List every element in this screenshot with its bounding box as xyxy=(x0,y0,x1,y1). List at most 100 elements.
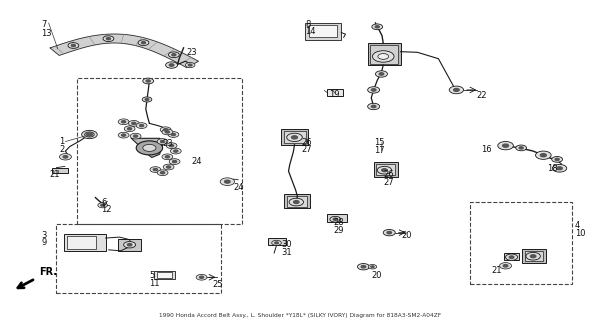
Bar xyxy=(284,131,306,143)
Circle shape xyxy=(383,229,395,236)
Circle shape xyxy=(275,242,278,244)
Polygon shape xyxy=(132,138,164,157)
Circle shape xyxy=(196,274,207,280)
Text: 1: 1 xyxy=(59,137,65,146)
Circle shape xyxy=(139,124,144,127)
Circle shape xyxy=(172,54,176,56)
Circle shape xyxy=(171,133,175,136)
Bar xyxy=(157,272,171,278)
Circle shape xyxy=(160,140,165,143)
Circle shape xyxy=(162,154,172,160)
Circle shape xyxy=(185,62,195,68)
Circle shape xyxy=(124,126,135,132)
Circle shape xyxy=(371,266,374,268)
Circle shape xyxy=(72,44,75,47)
Text: 14: 14 xyxy=(305,28,316,36)
Circle shape xyxy=(169,145,174,147)
Circle shape xyxy=(59,154,72,160)
Circle shape xyxy=(526,252,540,260)
Circle shape xyxy=(503,265,508,267)
Text: 18: 18 xyxy=(548,164,558,173)
Circle shape xyxy=(98,203,108,208)
Circle shape xyxy=(555,158,559,160)
Circle shape xyxy=(150,167,161,172)
Circle shape xyxy=(169,64,174,66)
Circle shape xyxy=(82,130,97,139)
Text: 30: 30 xyxy=(281,240,292,249)
Bar xyxy=(525,252,543,261)
Circle shape xyxy=(287,133,302,141)
Circle shape xyxy=(146,80,150,82)
Bar xyxy=(284,194,310,208)
Bar xyxy=(52,168,69,173)
Circle shape xyxy=(293,201,299,204)
Circle shape xyxy=(220,178,234,186)
Circle shape xyxy=(454,88,459,91)
Circle shape xyxy=(121,121,126,123)
Text: 1990 Honda Accord Belt Assy., L. Shoulder *Y18L* (SILKY IVORY) Diagram for 818A3: 1990 Honda Accord Belt Assy., L. Shoulde… xyxy=(159,313,442,318)
Text: 23: 23 xyxy=(186,49,197,58)
Circle shape xyxy=(165,131,169,133)
Circle shape xyxy=(552,164,567,172)
Text: 17: 17 xyxy=(374,146,384,155)
Circle shape xyxy=(387,231,391,234)
Circle shape xyxy=(188,64,192,66)
Circle shape xyxy=(376,71,388,77)
Text: 15: 15 xyxy=(374,138,384,147)
Bar xyxy=(328,89,343,96)
Text: 2: 2 xyxy=(59,145,65,154)
Circle shape xyxy=(509,256,514,258)
Text: 21: 21 xyxy=(491,266,502,275)
Text: 24: 24 xyxy=(233,183,244,192)
Bar xyxy=(305,23,341,40)
Circle shape xyxy=(68,43,79,48)
Text: 20: 20 xyxy=(371,271,382,280)
Bar xyxy=(287,196,307,207)
Circle shape xyxy=(540,154,546,157)
Bar xyxy=(522,249,546,263)
Circle shape xyxy=(166,62,177,68)
Circle shape xyxy=(106,37,111,40)
Circle shape xyxy=(531,255,536,258)
Circle shape xyxy=(124,242,136,248)
Circle shape xyxy=(449,86,463,94)
Circle shape xyxy=(333,218,337,220)
Circle shape xyxy=(168,132,178,137)
Bar xyxy=(504,253,519,260)
Circle shape xyxy=(371,105,376,108)
Bar xyxy=(118,239,141,251)
Circle shape xyxy=(368,265,377,269)
Text: 8: 8 xyxy=(305,20,311,29)
Circle shape xyxy=(142,97,152,102)
Circle shape xyxy=(169,159,180,164)
Circle shape xyxy=(160,172,165,174)
Text: 16: 16 xyxy=(481,145,492,154)
Text: 10: 10 xyxy=(575,229,585,238)
Circle shape xyxy=(101,204,105,206)
Circle shape xyxy=(87,133,93,136)
Circle shape xyxy=(371,89,376,91)
Bar xyxy=(374,162,398,177)
Circle shape xyxy=(127,128,132,130)
Circle shape xyxy=(133,135,138,137)
Text: FR.: FR. xyxy=(39,267,57,276)
Circle shape xyxy=(121,134,126,136)
Circle shape xyxy=(519,147,523,149)
Bar xyxy=(370,45,398,64)
Circle shape xyxy=(200,276,204,278)
Circle shape xyxy=(375,26,379,28)
Circle shape xyxy=(157,139,168,144)
Circle shape xyxy=(171,148,181,154)
Circle shape xyxy=(557,167,563,170)
Circle shape xyxy=(145,99,149,100)
Circle shape xyxy=(372,24,383,30)
Circle shape xyxy=(361,266,366,268)
Text: 13: 13 xyxy=(41,29,52,38)
Text: 29: 29 xyxy=(334,226,344,235)
Circle shape xyxy=(143,78,154,84)
Circle shape xyxy=(358,264,370,270)
Circle shape xyxy=(118,119,129,124)
Circle shape xyxy=(130,133,141,139)
Text: 6: 6 xyxy=(102,197,107,207)
Circle shape xyxy=(368,103,380,110)
